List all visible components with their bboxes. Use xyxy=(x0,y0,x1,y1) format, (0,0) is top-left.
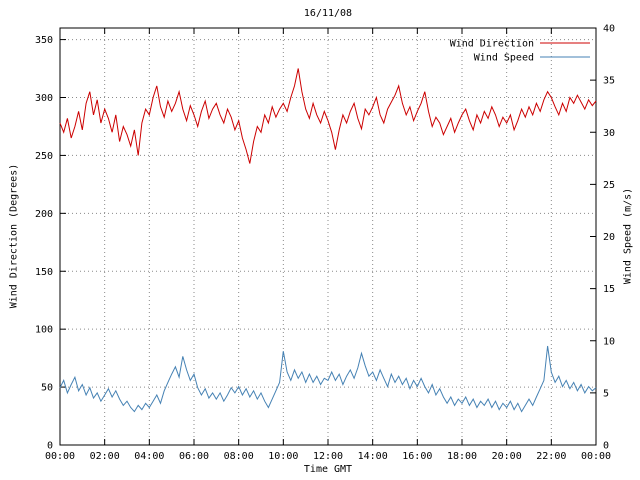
x-tick-label: 12:00 xyxy=(313,451,343,462)
y-axis-label-left: Wind Direction (Degrees) xyxy=(8,163,20,309)
x-tick-label: 20:00 xyxy=(492,451,522,462)
y-left-tick-label: 0 xyxy=(47,441,53,452)
x-tick-label: 16:00 xyxy=(402,451,432,462)
x-tick-label: 14:00 xyxy=(358,451,388,462)
series-line-right xyxy=(59,345,597,413)
y-left-tick-label: 200 xyxy=(35,209,53,220)
y-left-tick-label: 50 xyxy=(41,383,53,394)
legend-label: Wind Speed xyxy=(474,53,534,64)
x-tick-label: 10:00 xyxy=(268,451,298,462)
legend-label: Wind Direction xyxy=(450,39,534,50)
x-tick-label: 22:00 xyxy=(536,451,566,462)
x-tick-label: 06:00 xyxy=(179,451,209,462)
series-line-left xyxy=(59,68,597,164)
y-right-tick-label: 0 xyxy=(603,441,609,452)
y-right-tick-label: 35 xyxy=(603,76,615,87)
x-tick-label: 04:00 xyxy=(134,451,164,462)
y-right-tick-label: 30 xyxy=(603,128,615,139)
x-tick-label: 00:00 xyxy=(581,451,611,462)
y-right-tick-label: 10 xyxy=(603,336,615,347)
y-left-tick-label: 250 xyxy=(35,151,53,162)
x-tick-label: 08:00 xyxy=(224,451,254,462)
x-tick-label: 00:00 xyxy=(45,451,75,462)
y-right-tick-label: 40 xyxy=(603,24,615,35)
y-left-tick-label: 300 xyxy=(35,93,53,104)
y-right-tick-label: 15 xyxy=(603,284,615,295)
y-right-tick-label: 20 xyxy=(603,232,615,243)
y-right-tick-label: 25 xyxy=(603,180,615,191)
y-left-tick-label: 100 xyxy=(35,325,53,336)
y-right-tick-label: 5 xyxy=(603,388,609,399)
y-left-tick-label: 150 xyxy=(35,267,53,278)
x-tick-label: 18:00 xyxy=(447,451,477,462)
y-axis-label-right: Wind Speed (m/s) xyxy=(622,187,634,285)
x-axis-label: Time GMT xyxy=(303,464,353,475)
y-left-tick-label: 350 xyxy=(35,35,53,46)
x-tick-label: 02:00 xyxy=(90,451,120,462)
chart-title: 16/11/08 xyxy=(303,8,353,19)
